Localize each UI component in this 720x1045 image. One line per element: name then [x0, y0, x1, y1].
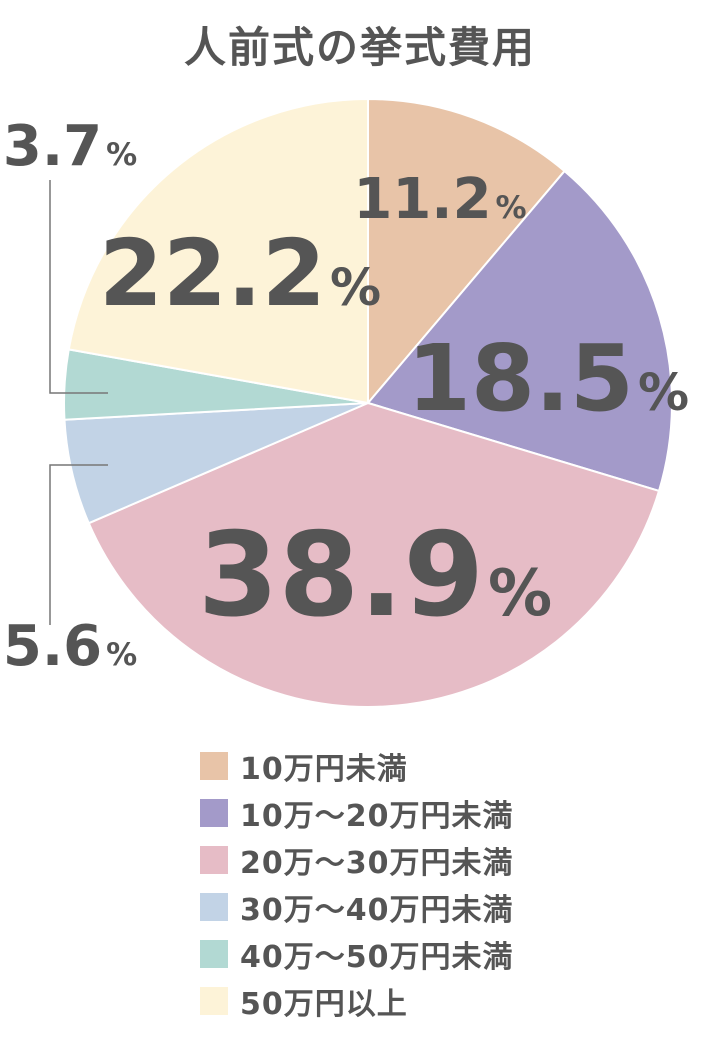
value-label: 3.7% [3, 114, 137, 179]
legend-label: 20万～30万円未満 [240, 845, 514, 881]
legend-item: 20万～30万円未満 [200, 836, 514, 883]
legend-swatch [200, 798, 228, 827]
legend-item: 10万円未満 [200, 742, 514, 789]
legend-item: 50万円以上 [200, 977, 514, 1024]
pie-slices [63, 97, 673, 708]
legend-label: 40万～50万円未満 [240, 939, 514, 975]
chart-title: 人前式の挙式費用 [183, 23, 536, 72]
legend-swatch [200, 892, 228, 921]
legend-swatch [200, 939, 228, 968]
legend-label: 30万～40万円未満 [240, 892, 514, 928]
legend-item: 40万～50万円未満 [200, 930, 514, 977]
legend-label: 10万円未満 [240, 751, 408, 787]
legend-label: 50万円以上 [240, 986, 408, 1022]
value-labels: 11.2 % 18.5% 38.9% 5.6 % 3.7 % 22.2% [3, 114, 689, 679]
value-label: 22.2% [99, 220, 381, 327]
legend: 10万円未満 10万～20万円未満 20万～30万円未満 30万～40万円未満 40万～… [200, 742, 514, 1024]
leader-line [49, 180, 108, 394]
legend-item: 10万～20万円未満 [200, 789, 514, 836]
legend-swatch [200, 751, 228, 780]
pie-slice [67, 97, 369, 405]
value-label: 11.2% [353, 167, 526, 232]
pie-slice [366, 169, 673, 493]
legend-label: 10万～20万円未満 [240, 798, 514, 834]
pie-slice [367, 97, 566, 406]
legend-item: 30万～40万円未満 [200, 883, 514, 930]
legend-swatch [200, 986, 228, 1015]
leader-lines [49, 180, 108, 625]
pie-chart: 11.2 % 18.5% 38.9% 5.6 % 3.7 % 22.2% [3, 97, 689, 708]
legend-swatch [200, 845, 228, 874]
value-label: 38.9% [198, 508, 552, 643]
pie-slice [87, 401, 661, 708]
value-label: 18.5% [407, 325, 689, 432]
value-label: 5.6% [3, 614, 137, 679]
leader-line [49, 464, 108, 625]
